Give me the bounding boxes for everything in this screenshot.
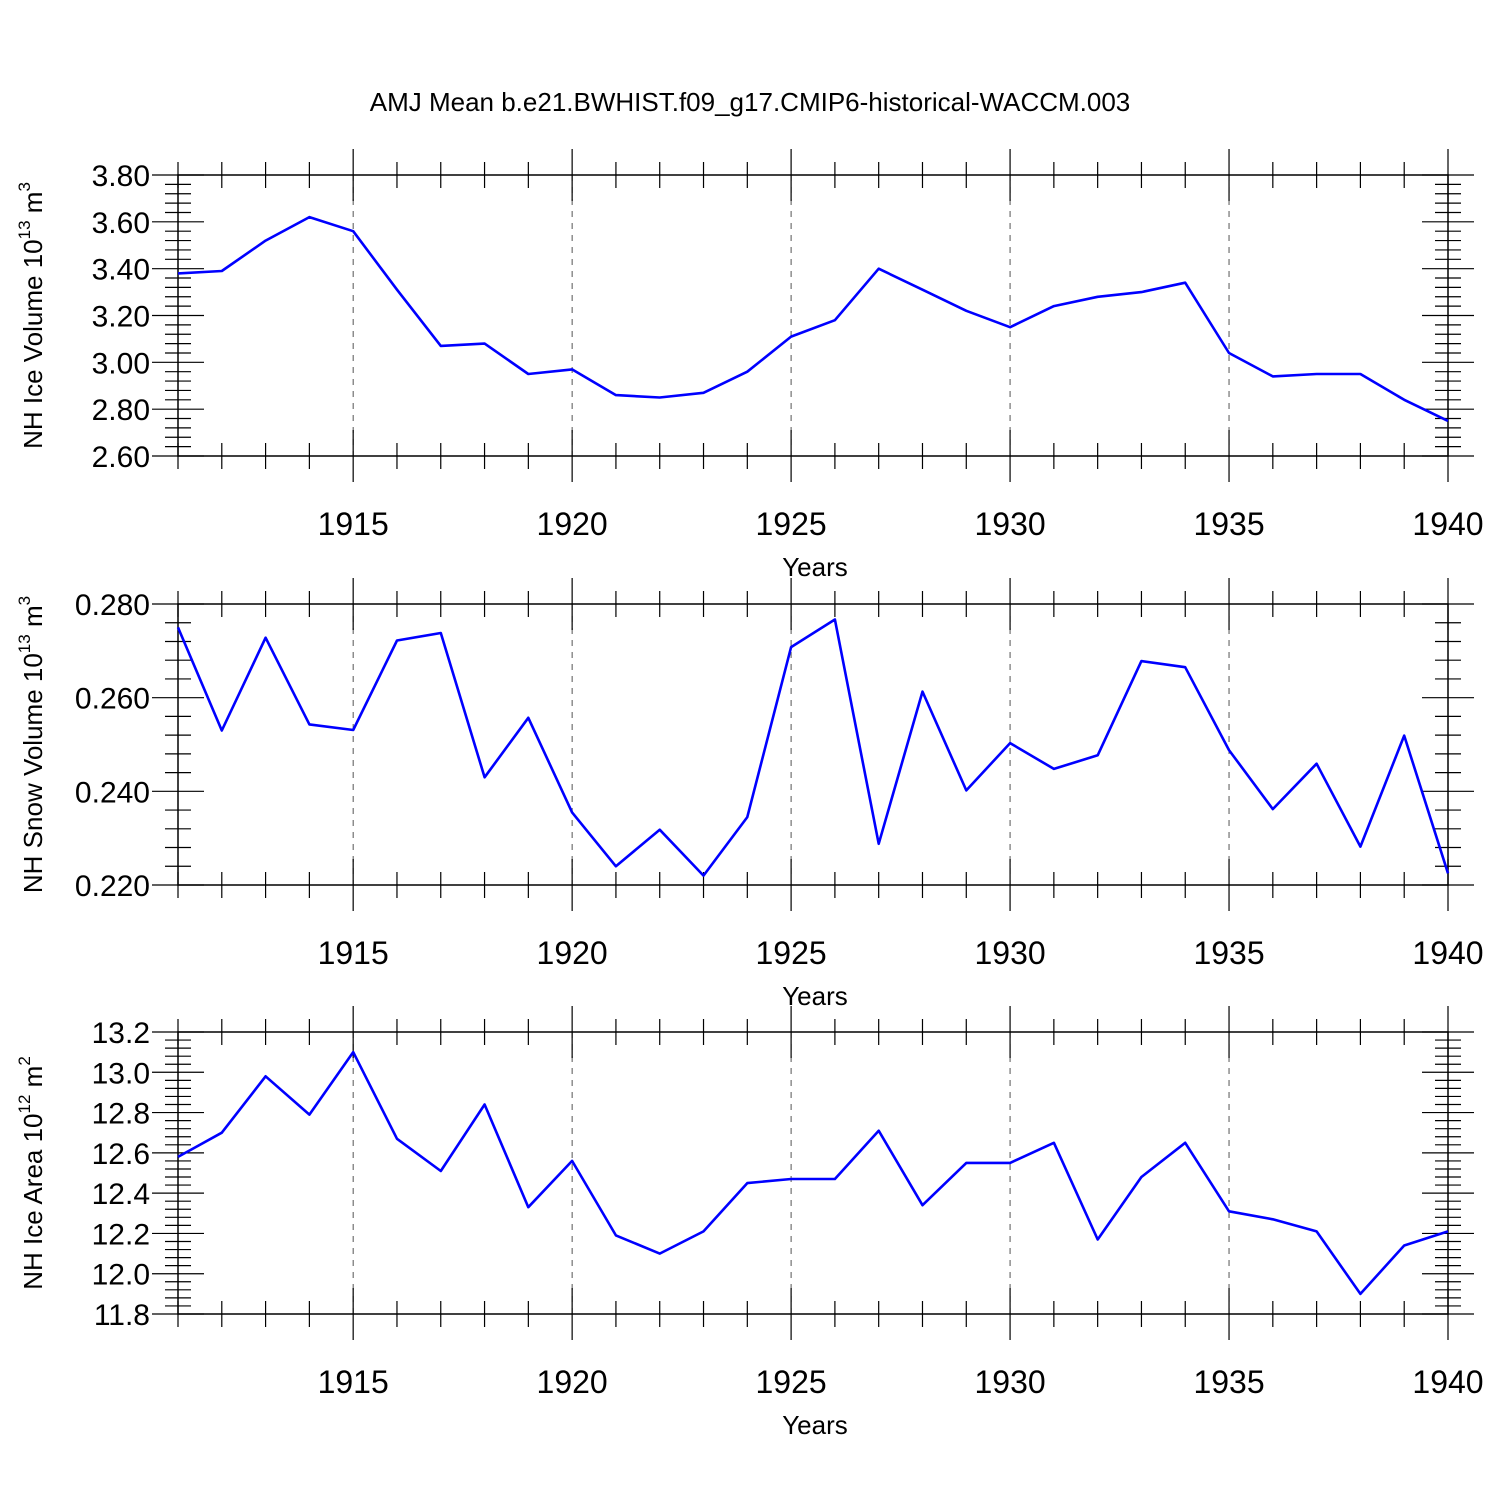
x-tick-label: 1920 (537, 935, 608, 971)
x-tick-label: 1915 (318, 1364, 389, 1400)
plot-frame (177, 174, 1449, 457)
panel-2: 1915 1920 1925 1930 1935 1940 0.220 0.240 0.260 0… (15, 578, 1484, 1011)
y-tick-label: 12.8 (92, 1098, 150, 1131)
y-axis-label: NH Ice Volume 1013 m3 (15, 182, 48, 449)
plot-frame (177, 1031, 1449, 1315)
y-tick-label: 0.240 (75, 776, 150, 809)
x-tick-label: 1940 (1412, 1364, 1483, 1400)
y-tick-label: 12.2 (92, 1218, 150, 1251)
x-axis-label: Years (782, 552, 848, 582)
x-tick-label: 1935 (1193, 935, 1264, 971)
x-tick-label: 1930 (974, 506, 1045, 542)
y-tick-label: 0.260 (75, 683, 150, 716)
x-tick-label: 1935 (1193, 1364, 1264, 1400)
series-line (177, 1050, 1449, 1296)
y-tick-label: 3.80 (92, 160, 150, 193)
series-line (176, 618, 1450, 877)
x-tick-label: 1920 (537, 1364, 608, 1400)
y-tick-label: 0.220 (75, 870, 150, 903)
y-tick-label: 3.60 (92, 207, 150, 240)
y-tick-label: 3.00 (92, 347, 150, 380)
panels: 1915 1920 1925 1930 1935 1940 2.60 2.80 3.00 3.20… (15, 149, 1484, 1440)
x-tick-label: 1925 (756, 506, 827, 542)
y-axis-label: NH Ice Area 1012 m2 (15, 1056, 48, 1290)
y-tick-label: 13.2 (92, 1017, 150, 1050)
x-tick-label: 1915 (318, 935, 389, 971)
y-tick-label: 11.8 (94, 1299, 150, 1332)
y-tick-label: 0.280 (75, 589, 150, 622)
x-tick-label: 1935 (1193, 506, 1264, 542)
y-tick-label: 13.0 (92, 1057, 150, 1090)
y-tick-label: 2.80 (92, 394, 150, 427)
x-axis-label: Years (782, 1410, 848, 1440)
x-tick-label: 1915 (318, 506, 389, 542)
x-tick-label: 1925 (756, 1364, 827, 1400)
y-tick-label: 12.6 (92, 1138, 150, 1171)
x-tick-label: 1930 (974, 935, 1045, 971)
plot-frame (177, 603, 1449, 886)
x-tick-label: 1930 (974, 1364, 1045, 1400)
x-axis-label: Years (782, 981, 848, 1011)
y-tick-label: 3.40 (92, 254, 150, 287)
y-tick-label: 12.4 (92, 1178, 150, 1211)
y-tick-label: 12.0 (92, 1259, 150, 1292)
x-tick-label: 1940 (1412, 506, 1483, 542)
y-tick-label: 2.60 (92, 441, 150, 474)
y-axis-label: NH Snow Volume 1013 m3 (15, 596, 48, 893)
panel-1: 1915 1920 1925 1930 1935 1940 2.60 2.80 3.00 3.20… (15, 149, 1484, 582)
figure-title: AMJ Mean b.e21.BWHIST.f09_g17.CMIP6-hist… (370, 87, 1131, 117)
y-tick-label: 3.20 (92, 301, 150, 334)
panel-3: 1915 1920 1925 1930 1935 1940 11.8 12.0 12.2 12.4… (15, 1006, 1484, 1440)
series-line (177, 215, 1449, 423)
x-tick-label: 1920 (537, 506, 608, 542)
x-tick-label: 1925 (756, 935, 827, 971)
x-tick-label: 1940 (1412, 935, 1483, 971)
